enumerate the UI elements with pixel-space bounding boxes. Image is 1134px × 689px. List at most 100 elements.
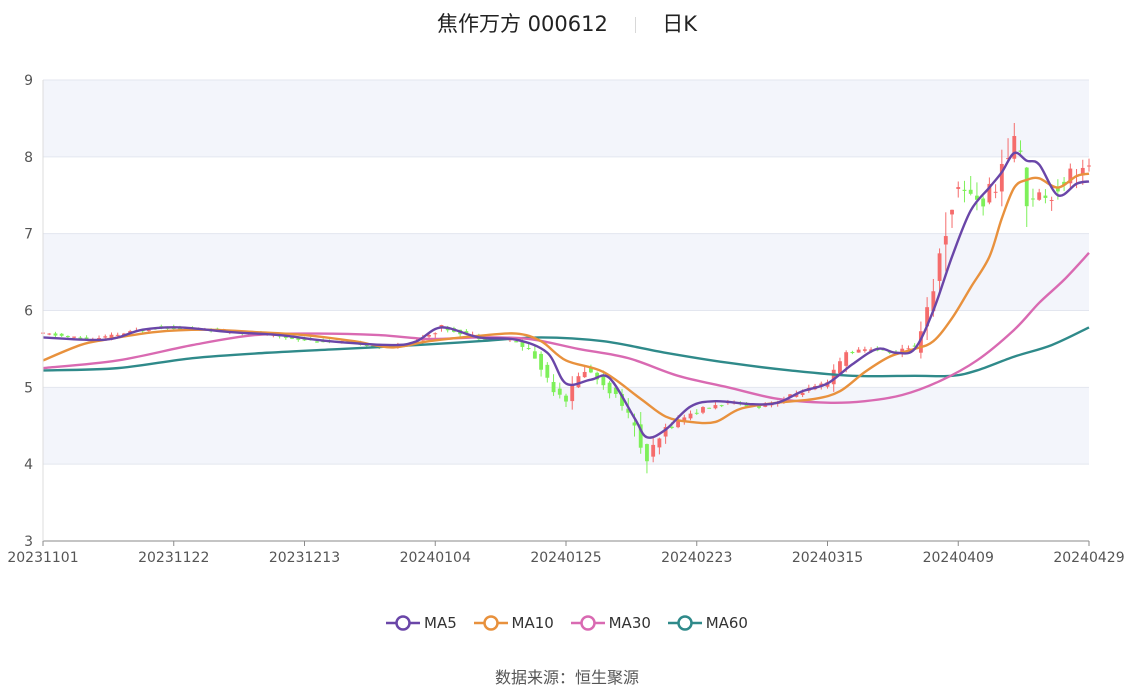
candle-body — [701, 407, 705, 413]
candle-body — [856, 349, 861, 353]
legend: MA5 MA10 MA30 MA60 — [0, 613, 1134, 632]
candle-body — [763, 405, 768, 407]
candle-body — [950, 209, 954, 215]
candle-body — [632, 422, 637, 426]
candle-body — [719, 405, 724, 407]
legend-label-ma60: MA60 — [705, 613, 748, 632]
candle-body — [1018, 150, 1023, 152]
background-bands — [43, 80, 1089, 465]
legend-label-ma5: MA5 — [424, 613, 457, 632]
ma5-line — [42, 151, 1090, 439]
candle-body — [78, 337, 83, 339]
candle-body — [869, 349, 874, 351]
candle-body — [943, 236, 948, 245]
candle-body — [1080, 167, 1085, 176]
legend-item-ma30[interactable]: MA30 — [570, 614, 651, 632]
candle-body — [999, 163, 1004, 192]
candle-body — [1068, 168, 1073, 184]
candle-body — [582, 371, 587, 378]
y-tick-label: 9 — [24, 73, 33, 89]
candle-body — [962, 189, 967, 191]
candle-body — [676, 419, 680, 428]
candle-body — [539, 353, 544, 370]
y-tick-label: 3 — [24, 534, 33, 550]
y-tick-label: 4 — [24, 457, 33, 473]
candle-body — [844, 352, 849, 366]
candle-body — [956, 187, 961, 189]
period-label: 日K — [662, 12, 697, 36]
x-tick-label: 20231101 — [7, 550, 78, 566]
candle-body — [862, 349, 867, 351]
candle-body — [663, 427, 668, 437]
candle-body — [1087, 165, 1091, 167]
candle-body — [564, 395, 568, 402]
candle-body — [72, 336, 77, 338]
candle-body — [968, 189, 973, 194]
candle-body — [620, 393, 624, 406]
candle-body — [1043, 195, 1048, 198]
candle-body — [420, 339, 425, 341]
candle-body — [103, 336, 108, 338]
candle-body — [427, 335, 431, 337]
candle-body — [645, 444, 649, 462]
candle-body — [570, 385, 575, 402]
candle-body — [931, 291, 936, 312]
x-tick-label: 20240409 — [923, 550, 994, 566]
candle-body — [669, 426, 674, 428]
legend-marker-ma10-icon — [473, 615, 508, 631]
candle-body — [850, 351, 855, 354]
candle-body — [607, 382, 612, 394]
candle-body — [1006, 158, 1010, 160]
band — [43, 233, 1089, 311]
y-tick-label: 8 — [24, 150, 33, 166]
x-tick-label: 20231213 — [269, 550, 340, 566]
candle-body — [800, 392, 805, 396]
legend-item-ma5[interactable]: MA5 — [386, 614, 457, 632]
band — [43, 80, 1089, 157]
x-tick-label: 20240223 — [661, 550, 732, 566]
y-tick-label: 6 — [24, 304, 33, 320]
x-tick-label: 20240125 — [530, 550, 601, 566]
candle-body — [433, 333, 438, 335]
legend-item-ma10[interactable]: MA10 — [473, 613, 554, 632]
candle-body — [993, 191, 998, 193]
stock-code: 000612 — [527, 12, 608, 36]
candle-body — [97, 338, 101, 340]
candle-body — [707, 407, 712, 409]
x-tick-label: 20240429 — [1053, 550, 1124, 566]
candle-body — [694, 412, 699, 414]
candle-body — [595, 372, 600, 380]
candle-body — [925, 307, 930, 327]
candle-body — [657, 438, 662, 448]
candle-body — [688, 413, 693, 419]
ma10-line — [42, 172, 1090, 425]
candle-body — [545, 364, 550, 378]
candle-body — [532, 351, 537, 359]
x-tick-label: 20240104 — [400, 550, 471, 566]
title-divider — [634, 17, 636, 33]
candle-body — [912, 345, 917, 347]
legend-item-ma60[interactable]: MA60 — [667, 613, 748, 632]
y-tick-label: 7 — [24, 227, 33, 243]
x-tick-label: 20231122 — [138, 550, 209, 566]
grid-lines — [43, 79, 1089, 542]
candle-body — [906, 348, 911, 350]
candle-body — [937, 253, 942, 281]
candle-body — [651, 444, 656, 457]
candle-body — [315, 341, 319, 343]
candle-body — [1012, 136, 1017, 159]
candle-body — [975, 195, 979, 200]
candle-body — [520, 340, 525, 347]
candle-body — [987, 183, 992, 203]
legend-marker-ma30-icon — [570, 615, 605, 631]
candle-body — [831, 369, 836, 385]
candlestick-chart: 3 4 5 6 7 8 9 20231101 20231122 20231213 20240104 2… — [7, 73, 1124, 566]
candle-body — [551, 382, 556, 393]
candle-body — [918, 331, 923, 353]
candle-body — [576, 376, 581, 388]
candle-body — [613, 387, 618, 394]
candle-body — [557, 388, 562, 395]
legend-label-ma10: MA10 — [511, 613, 554, 632]
ma60-line — [42, 326, 1090, 378]
candle-body — [788, 394, 793, 398]
